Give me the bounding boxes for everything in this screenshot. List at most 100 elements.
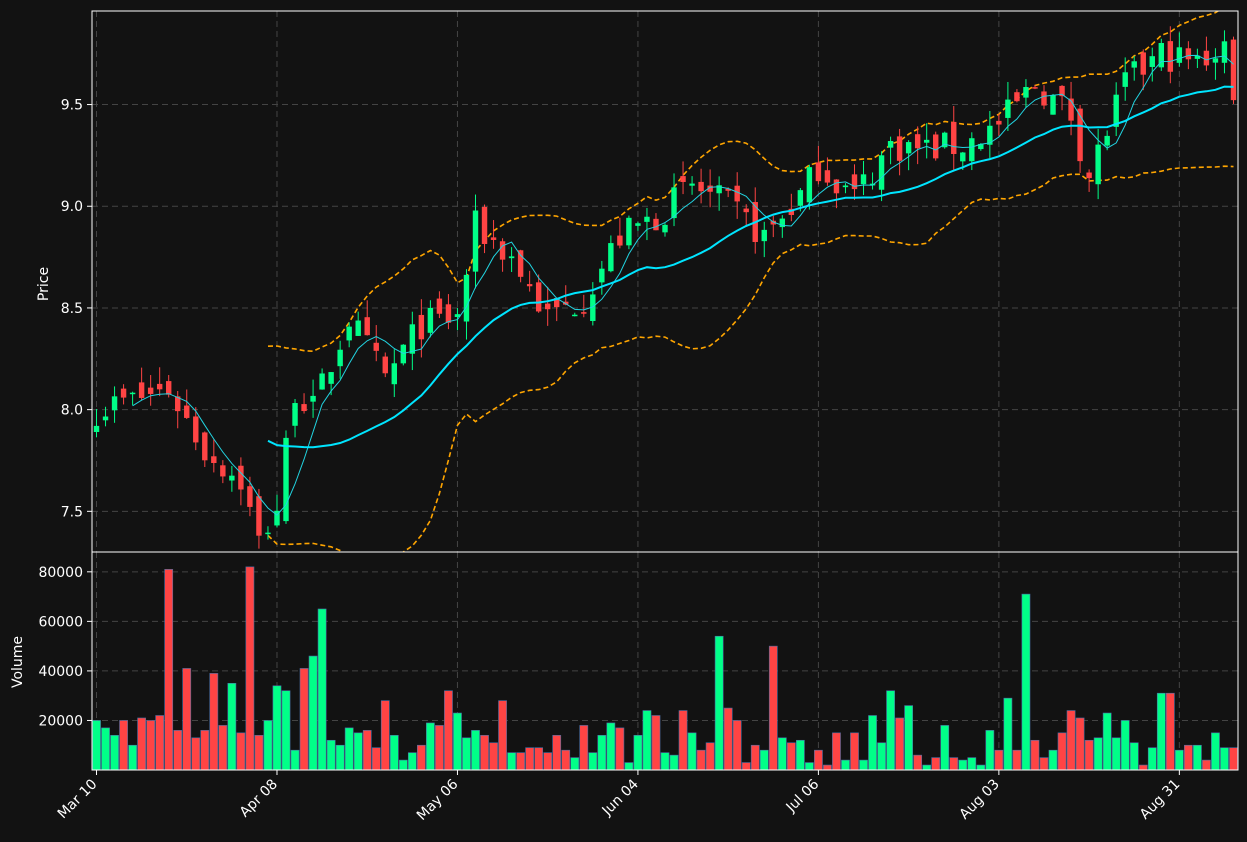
candle-down [499, 241, 506, 260]
volume-bar [1066, 710, 1076, 770]
price-tick-label: 9.5 [61, 98, 83, 114]
candle-up [608, 243, 614, 272]
volume-bar [1111, 737, 1121, 770]
candle-down [815, 162, 822, 182]
candle-up [1104, 135, 1110, 146]
candle-down [147, 387, 154, 394]
volume-bar [218, 725, 228, 770]
candle-up [454, 314, 461, 317]
bollinger-lower-band [267, 165, 1234, 552]
candle-up [400, 344, 407, 364]
volume-bar [489, 742, 498, 770]
volume-bar [795, 739, 805, 770]
volume-bar [1165, 692, 1175, 770]
candle-down [535, 282, 542, 312]
candle-down [138, 382, 145, 398]
volume-bar [543, 752, 553, 770]
volume-bar [1184, 744, 1193, 770]
candle-up [310, 395, 316, 402]
volume-bar [994, 749, 1004, 770]
candle-up [229, 475, 235, 481]
candle-up [960, 152, 966, 162]
candle-up [761, 229, 767, 242]
candle-down [833, 179, 840, 194]
volume-bar [1102, 712, 1112, 770]
volume-bar [786, 742, 796, 770]
volume-bar [254, 735, 264, 770]
volume-bar [453, 712, 462, 770]
volume-bar [281, 690, 291, 770]
candle-up [671, 187, 677, 219]
candle-down [445, 304, 452, 323]
volume-bar [832, 732, 841, 770]
candle-up [409, 324, 416, 354]
volume-bar [1229, 747, 1238, 770]
candle-down [770, 220, 776, 225]
candle-down [698, 181, 704, 192]
candle-up [319, 373, 325, 390]
candle-down [933, 134, 939, 159]
volume-bar [678, 710, 688, 770]
volume-bar [317, 608, 327, 770]
candle-up [102, 416, 109, 421]
volume-bar [146, 720, 156, 770]
volume-bar [462, 737, 471, 770]
volume-bar [471, 730, 480, 770]
volume-bar [1220, 747, 1229, 770]
volume-bar [552, 735, 562, 770]
candle-down [526, 284, 533, 287]
moving-average-long-line [267, 85, 1234, 449]
candle-up [662, 224, 668, 233]
volume-bar [182, 668, 192, 770]
volume-bar [308, 655, 318, 770]
candle-up [337, 349, 343, 367]
volume-bar [335, 744, 345, 770]
volume-tick-label: 40000 [38, 664, 83, 680]
volume-bar [768, 645, 778, 770]
volume-tick-label: 80000 [38, 565, 83, 581]
volume-bar [1174, 749, 1184, 770]
candle-down [554, 298, 560, 308]
volume-bar [407, 752, 417, 770]
volume-bar [173, 730, 183, 770]
candle-down [165, 381, 172, 395]
candle-up [1149, 56, 1155, 67]
candle-up [111, 396, 118, 411]
candle-up [905, 142, 912, 154]
volume-bar [931, 757, 941, 770]
volume-bar [1012, 749, 1022, 770]
price-plot-area [93, 11, 1237, 552]
volume-bar [200, 730, 210, 770]
volume-bar [805, 762, 814, 770]
volume-bar [859, 759, 868, 770]
price-axis-label: Price [36, 267, 52, 301]
candle-down [1140, 52, 1146, 75]
volume-bar [435, 725, 444, 770]
volume-bar [823, 764, 832, 770]
candle-down [156, 383, 163, 390]
candle-up [779, 218, 786, 228]
volume-bar [191, 737, 201, 770]
volume-bar [940, 725, 950, 770]
candle-up [978, 143, 984, 150]
volume-bar [561, 749, 571, 770]
volume-bar [615, 727, 625, 770]
candle-up [129, 392, 136, 395]
candle-down [256, 496, 262, 536]
volume-axis-label: Volume [10, 636, 26, 688]
candle-up [355, 320, 361, 336]
candle-up [716, 185, 722, 194]
volume-bar [92, 720, 101, 770]
volume-bar [1202, 759, 1211, 770]
volume-plot-area [92, 566, 1238, 770]
volume-bar [624, 762, 634, 770]
candle-down [238, 465, 244, 490]
candle-up [590, 294, 596, 321]
volume-bar [922, 764, 932, 770]
volume-bar [498, 700, 507, 770]
volume-bar [877, 742, 886, 770]
candle-down [707, 185, 713, 192]
candle-up [1050, 94, 1056, 115]
candle-up [878, 155, 885, 190]
volume-bar [588, 752, 598, 770]
